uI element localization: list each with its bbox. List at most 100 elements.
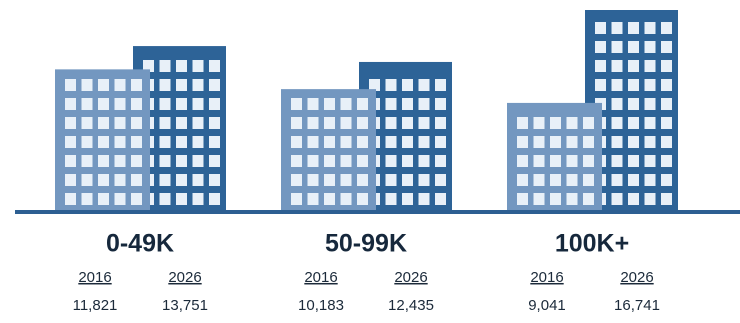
window — [159, 117, 171, 129]
window — [550, 155, 561, 167]
window — [159, 98, 171, 110]
window — [402, 117, 413, 129]
window — [517, 155, 528, 167]
window — [81, 174, 93, 186]
window — [81, 193, 93, 205]
window — [435, 79, 446, 91]
window — [114, 174, 126, 186]
window — [340, 193, 352, 205]
window — [192, 98, 204, 110]
window — [65, 155, 76, 167]
window — [307, 136, 319, 148]
category-label: 100K+ — [555, 230, 629, 258]
window — [402, 136, 413, 148]
window — [550, 117, 561, 129]
window — [385, 117, 397, 129]
value-label: 10,183 — [298, 297, 344, 314]
window — [291, 136, 302, 148]
category-label: 50-99K — [325, 230, 407, 258]
window — [517, 136, 528, 148]
window — [65, 117, 76, 129]
window — [611, 155, 623, 167]
window — [340, 136, 352, 148]
window — [192, 193, 204, 205]
window — [533, 117, 545, 129]
window — [385, 193, 397, 205]
window — [402, 174, 413, 186]
window — [628, 193, 639, 205]
window — [595, 41, 606, 53]
window — [131, 136, 142, 148]
window — [98, 174, 109, 186]
window — [209, 193, 220, 205]
window — [81, 117, 93, 129]
window — [291, 117, 302, 129]
window — [611, 117, 623, 129]
window — [611, 41, 623, 53]
value-label: 12,435 — [388, 297, 434, 314]
window — [402, 155, 413, 167]
window — [611, 193, 623, 205]
window — [435, 174, 446, 186]
window — [385, 136, 397, 148]
window — [550, 136, 561, 148]
window — [131, 79, 142, 91]
window — [418, 193, 430, 205]
window — [131, 155, 142, 167]
window — [595, 22, 606, 34]
window — [644, 60, 656, 72]
window — [131, 193, 142, 205]
window — [98, 136, 109, 148]
window — [628, 136, 639, 148]
window — [307, 155, 319, 167]
window — [628, 174, 639, 186]
window — [291, 155, 302, 167]
window — [340, 117, 352, 129]
window — [65, 136, 76, 148]
window — [159, 60, 171, 72]
window — [131, 117, 142, 129]
window — [209, 174, 220, 186]
window — [644, 22, 656, 34]
window — [159, 136, 171, 148]
window — [661, 98, 672, 110]
window — [435, 155, 446, 167]
window — [611, 136, 623, 148]
window — [192, 136, 204, 148]
window — [176, 60, 187, 72]
window — [192, 117, 204, 129]
window — [583, 117, 594, 129]
window — [566, 174, 578, 186]
window — [192, 155, 204, 167]
window — [661, 41, 672, 53]
year-label: 2026 — [168, 269, 201, 286]
window — [192, 174, 204, 186]
year-label: 2026 — [394, 269, 427, 286]
window — [81, 98, 93, 110]
window — [369, 79, 380, 91]
window — [98, 193, 109, 205]
window — [517, 174, 528, 186]
window — [628, 22, 639, 34]
window — [595, 79, 606, 91]
value-label: 9,041 — [528, 297, 566, 314]
window — [192, 60, 204, 72]
window — [435, 117, 446, 129]
window — [661, 155, 672, 167]
window — [628, 155, 639, 167]
window — [357, 155, 368, 167]
window — [307, 98, 319, 110]
window — [98, 117, 109, 129]
value-label: 16,741 — [614, 297, 660, 314]
window — [98, 155, 109, 167]
window — [192, 79, 204, 91]
window — [291, 193, 302, 205]
year-label: 2026 — [620, 269, 653, 286]
window — [628, 60, 639, 72]
window — [143, 60, 154, 72]
baseline — [15, 210, 740, 214]
window — [583, 136, 594, 148]
window — [661, 22, 672, 34]
window — [644, 41, 656, 53]
